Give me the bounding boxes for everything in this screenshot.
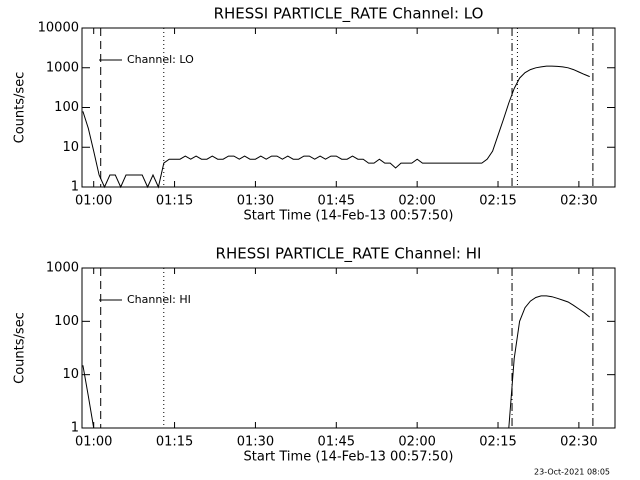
timestamp: 23-Oct-2021 08:05: [534, 468, 610, 477]
x-tick-label: 01:30: [237, 194, 274, 209]
x-tick-label: 01:30: [237, 435, 274, 450]
x-tick-label: 02:30: [560, 435, 597, 450]
x-tick-label: 01:45: [318, 435, 355, 450]
y-axis-label: Counts/sec: [13, 72, 28, 144]
y-tick-label: 1000: [46, 261, 79, 276]
x-tick-label: 01:00: [75, 435, 112, 450]
x-tick-label: 01:15: [156, 435, 193, 450]
y-tick-label: 100: [54, 100, 79, 115]
y-tick-label: 1: [71, 180, 79, 195]
x-tick-label: 02:15: [479, 194, 516, 209]
legend-label: Channel: LO: [127, 53, 194, 66]
x-tick-label: 02:00: [398, 194, 435, 209]
y-tick-label: 1000: [46, 60, 79, 75]
data-line: [82, 295, 591, 429]
x-tick-label: 02:30: [560, 194, 597, 209]
y-tick-label: 10: [62, 367, 79, 382]
y-tick-label: 1: [71, 421, 79, 436]
x-tick-label: 01:00: [75, 194, 112, 209]
y-tick-label: 100: [54, 314, 79, 329]
x-tick-label: 01:45: [318, 194, 355, 209]
x-tick-label: 02:15: [479, 435, 516, 450]
y-tick-label: 10000: [38, 21, 79, 36]
legend-label: Channel: HI: [127, 293, 191, 306]
y-tick-label: 10: [62, 140, 79, 155]
plot-frame: [81, 267, 616, 429]
y-axis-label: Counts/sec: [13, 312, 28, 384]
x-axis-label: Start Time (14-Feb-13 00:57:50): [244, 450, 454, 465]
x-axis-label: Start Time (14-Feb-13 00:57:50): [244, 209, 454, 224]
chart-title: RHESSI PARTICLE_RATE Channel: LO: [214, 5, 484, 24]
data-line: [82, 65, 590, 189]
chart-title: RHESSI PARTICLE_RATE Channel: HI: [216, 245, 482, 264]
x-tick-label: 01:15: [156, 194, 193, 209]
plot-frame: [81, 27, 616, 188]
x-tick-label: 02:00: [398, 435, 435, 450]
